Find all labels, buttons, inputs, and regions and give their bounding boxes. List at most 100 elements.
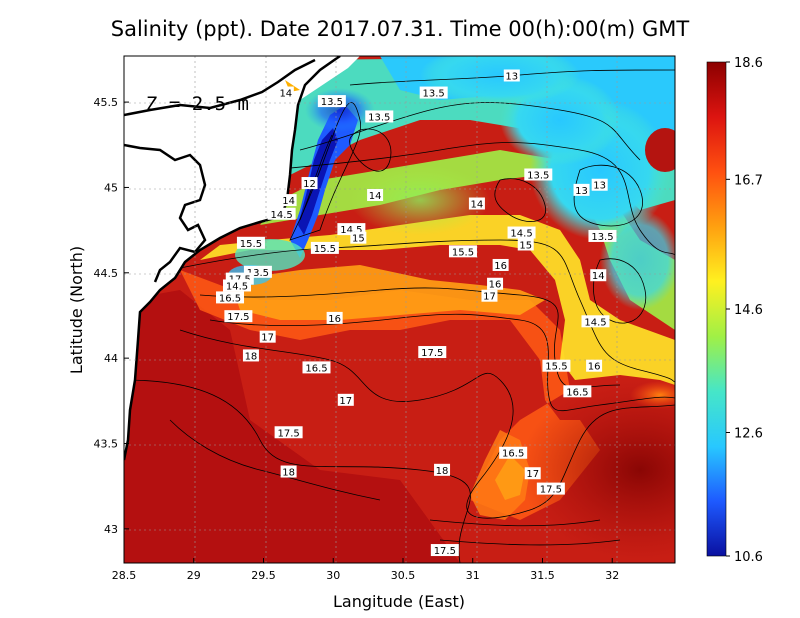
contour-label-box: [517, 238, 534, 251]
contour-label-box: [487, 277, 504, 290]
contour-label: 16.5: [216, 291, 245, 304]
colorbar-tick-label: 12.6: [734, 427, 763, 442]
contour-label-text: 14.5: [270, 210, 292, 221]
contour-label-box: [563, 385, 592, 398]
contour-label: 17: [524, 467, 541, 480]
contour-label-text: 13.5: [247, 268, 269, 279]
contour-label: 14.5: [267, 207, 296, 221]
contour-label-box: [492, 258, 509, 271]
contour-label-text: 13.5: [368, 112, 390, 123]
contour-label: 16: [586, 359, 603, 373]
contour-label-box: [280, 465, 297, 478]
contour-label: 13: [503, 69, 520, 82]
y-tick-label: 45.5: [94, 96, 119, 109]
contour-label-box: [326, 311, 343, 324]
contour-label: 16: [326, 311, 343, 325]
contour-label: 16.5: [499, 446, 528, 460]
contour-label-text: 17.5: [540, 485, 562, 496]
contour-label: 17.5: [274, 426, 303, 439]
contour-label: 15: [350, 231, 367, 245]
contour-label-box: [280, 194, 297, 207]
contour-label-text: 14.5: [510, 229, 532, 240]
y-axis-ticks: 43 43.5 44 44.5 45 45.5: [94, 96, 129, 536]
contour-label-text: 13: [575, 186, 588, 197]
contour-label: 14: [468, 197, 485, 211]
x-tick-label: 29.5: [251, 569, 276, 582]
contour-label-text: 16.5: [502, 449, 524, 460]
contour-label-box: [242, 349, 259, 362]
contour-label-text: 16: [494, 261, 507, 272]
contour-label: 17: [481, 289, 498, 303]
colorbar-tick-label: 10.6: [734, 550, 763, 565]
x-axis-ticks: 28.5 29 29.5 30 30.5 31 31.5 32: [112, 558, 619, 582]
contour-label-text: 13.5: [527, 170, 549, 181]
contour-label-text: 18: [245, 351, 258, 362]
x-tick-label: 30: [326, 569, 340, 582]
contour-label-box: [573, 183, 590, 196]
contour-label-box: [236, 236, 265, 249]
contour-label-box: [222, 279, 251, 292]
y-tick-label: 44: [104, 352, 118, 365]
contour-label-text: 18: [436, 466, 449, 477]
x-tick-label: 28.5: [112, 569, 137, 582]
contour-label: 18: [242, 349, 259, 362]
contour-label: 13: [591, 178, 608, 192]
contour-label-text: 14: [592, 271, 605, 282]
contour-label-text: 18: [282, 468, 295, 479]
y-tick-label: 45: [104, 181, 118, 194]
x-tick-label: 32: [605, 569, 619, 582]
contour-label: 17.5: [536, 482, 565, 496]
contour-label-text: 16.5: [305, 363, 327, 374]
contour-labels: 13 13.5 14 13.5 13.5 13.5 13 13 12 14 14 14 14.5 14.5…: [216, 69, 617, 557]
contour-label-box: [499, 446, 528, 459]
contour-label: 17: [337, 393, 354, 407]
contour-label: 15.5: [310, 241, 339, 255]
contour-label-box: [317, 95, 346, 108]
x-tick-label: 30.5: [391, 569, 416, 582]
contour-label: 18: [280, 465, 297, 479]
contour-label: 16.5: [563, 385, 592, 398]
contour-label-text: 14.5: [226, 281, 248, 292]
contour-label: 13.5: [317, 95, 346, 108]
contour-label-box: [507, 226, 536, 239]
x-tick-label: 29: [187, 569, 201, 582]
contour-label-box: [468, 197, 485, 210]
contour-label-box: [419, 86, 448, 99]
colorbar-ticks: 18.6 16.7 14.6 12.6 10.6: [726, 56, 763, 565]
contour-label: 12: [301, 177, 318, 190]
contour-label: 13: [573, 183, 590, 197]
contour-label-box: [224, 310, 253, 323]
contour-label-box: [536, 482, 565, 495]
contour-label-text: 13.5: [591, 232, 613, 243]
contour-label-box: [274, 426, 303, 439]
contour-label-text: 17.5: [434, 546, 456, 557]
contour-label-box: [524, 467, 541, 480]
contour-label: 14: [367, 188, 384, 202]
contour-label: 17.5: [430, 544, 459, 557]
contour-label-text: 17: [526, 469, 539, 480]
contour-label-box: [418, 346, 447, 359]
contour-label-box: [367, 188, 384, 201]
contour-label-text: 12: [303, 179, 316, 190]
contour-label: 13.5: [524, 168, 553, 181]
x-axis-title: Langitude (East): [333, 592, 465, 611]
contour-label-box: [448, 245, 477, 258]
contour-label-box: [302, 361, 331, 374]
contour-label: 18: [434, 463, 451, 477]
contour-label-box: [337, 393, 354, 406]
contour-label-text: 15: [352, 234, 365, 245]
contour-label-box: [267, 207, 296, 220]
contour-label-box: [259, 330, 276, 343]
contour-label-box: [588, 229, 617, 242]
contour-label: 14: [280, 194, 297, 207]
x-tick-label: 31.5: [530, 569, 555, 582]
contour-label: 14: [277, 86, 294, 100]
contour-label: 14.5: [581, 315, 610, 328]
contour-label-box: [434, 463, 451, 476]
contour-label-box: [524, 168, 553, 181]
salinity-field: 13 13.5 14 13.5 13.5 13.5 13 13 12 14 14 14 14.5 14.5…: [124, 56, 675, 563]
contour-label-box: [581, 315, 610, 328]
contour-label: 15.5: [542, 359, 571, 373]
map-frame: [123, 55, 676, 564]
grid-lines: [124, 56, 675, 563]
